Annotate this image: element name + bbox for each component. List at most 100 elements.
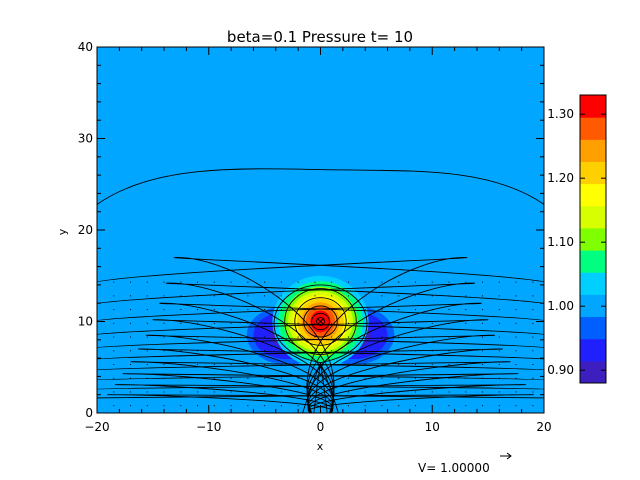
velocity-vector: [264, 336, 266, 338]
velocity-vector: [381, 350, 383, 352]
y-axis-label: y: [56, 228, 69, 235]
velocity-vector: [482, 377, 484, 379]
velocity-vector: [280, 322, 282, 324]
colorbar-swatch: [580, 272, 606, 295]
field-line: [97, 334, 496, 413]
flux-rope-marker: [316, 317, 325, 326]
velocity-vector: [213, 350, 215, 352]
velocity-vector: [414, 377, 416, 379]
velocity-vector: [230, 364, 232, 366]
y-tick-label: 30: [78, 132, 93, 146]
velocity-vector: [297, 350, 299, 352]
colorbar-swatch: [580, 294, 606, 318]
velocity-vector: [230, 322, 232, 324]
velocity-vector: [247, 281, 249, 283]
field-line: [284, 288, 357, 355]
velocity-vector: [247, 309, 249, 311]
velocity-vector: [414, 322, 416, 324]
velocity-vector: [146, 364, 148, 366]
velocity-vector: [331, 336, 333, 338]
field-line: [165, 282, 544, 413]
velocity-vector: [230, 405, 232, 407]
colorbar-tick-label: 1.20: [547, 171, 574, 185]
velocity-vector: [381, 309, 383, 311]
velocity-vector: [180, 364, 182, 366]
velocity-vector: [482, 350, 484, 352]
velocity-vector: [113, 295, 115, 297]
velocity-vector: [213, 295, 215, 297]
velocity-vector: [146, 322, 148, 324]
velocity-vector: [398, 364, 400, 366]
field-line: [97, 394, 534, 413]
velocity-vector: [414, 295, 416, 297]
velocity-vector: [213, 391, 215, 393]
velocity-vector: [146, 377, 148, 379]
velocity-vector: [146, 336, 148, 338]
velocity-vector: [280, 295, 282, 297]
velocity-vector: [498, 405, 500, 407]
velocity-legend-label: V= 1.00000: [418, 461, 490, 475]
velocity-vector: [213, 377, 215, 379]
velocity-vector: [532, 309, 534, 311]
velocity-vector: [465, 350, 467, 352]
velocity-vector: [431, 322, 433, 324]
velocity-vector: [280, 350, 282, 352]
colorbar-swatch: [580, 227, 606, 251]
velocity-vector: [247, 336, 249, 338]
velocity-vector: [398, 377, 400, 379]
velocity-vector: [431, 391, 433, 393]
velocity-vector: [264, 377, 266, 379]
velocity-vector: [448, 364, 450, 366]
velocity-vector: [180, 281, 182, 283]
velocity-vector: [364, 391, 366, 393]
velocity-vector: [515, 281, 517, 283]
velocity-vector: [180, 322, 182, 324]
velocity-vector: [197, 364, 199, 366]
velocity-vector: [532, 391, 534, 393]
x-point-marker: [316, 363, 325, 372]
velocity-vector: [364, 336, 366, 338]
velocity-vector: [314, 391, 316, 393]
velocity-vector: [230, 309, 232, 311]
velocity-vector: [347, 405, 349, 407]
field-line: [273, 284, 368, 364]
velocity-vector: [398, 405, 400, 407]
velocity-vector: [331, 281, 333, 283]
velocity-vector: [297, 281, 299, 283]
velocity-vector: [247, 322, 249, 324]
velocity-vector: [163, 405, 165, 407]
velocity-vector: [247, 350, 249, 352]
field-line: [302, 362, 321, 413]
velocity-vector: [130, 295, 132, 297]
velocity-vector: [280, 281, 282, 283]
velocity-vector: [431, 364, 433, 366]
velocity-vector: [347, 336, 349, 338]
velocity-vector: [297, 336, 299, 338]
velocity-legend-arrow: [500, 452, 512, 460]
velocity-vector: [130, 336, 132, 338]
velocity-vector: [515, 364, 517, 366]
velocity-vector: [381, 295, 383, 297]
velocity-vector: [113, 405, 115, 407]
velocity-vector: [515, 391, 517, 393]
velocity-vector: [498, 391, 500, 393]
velocity-vector: [314, 281, 316, 283]
x-tick-label: 0: [317, 420, 325, 434]
velocity-vector: [247, 405, 249, 407]
velocity-vector: [197, 405, 199, 407]
velocity-vector: [314, 309, 316, 311]
chart-title: beta=0.1 Pressure t= 10: [227, 28, 413, 46]
velocity-vector: [331, 309, 333, 311]
colorbar-swatch: [580, 360, 606, 384]
colorbar-swatch: [580, 117, 606, 140]
velocity-vector: [414, 364, 416, 366]
velocity-vector: [163, 322, 165, 324]
velocity-vector: [398, 336, 400, 338]
velocity-vector: [381, 322, 383, 324]
colorbar: 1.30 1.20 1.10 1.00 0.90: [547, 94, 607, 384]
markers: [316, 317, 325, 372]
velocity-vector: [280, 364, 282, 366]
velocity-vector: [230, 281, 232, 283]
velocity-vector: [515, 309, 517, 311]
velocity-arrow-head: [506, 452, 512, 460]
